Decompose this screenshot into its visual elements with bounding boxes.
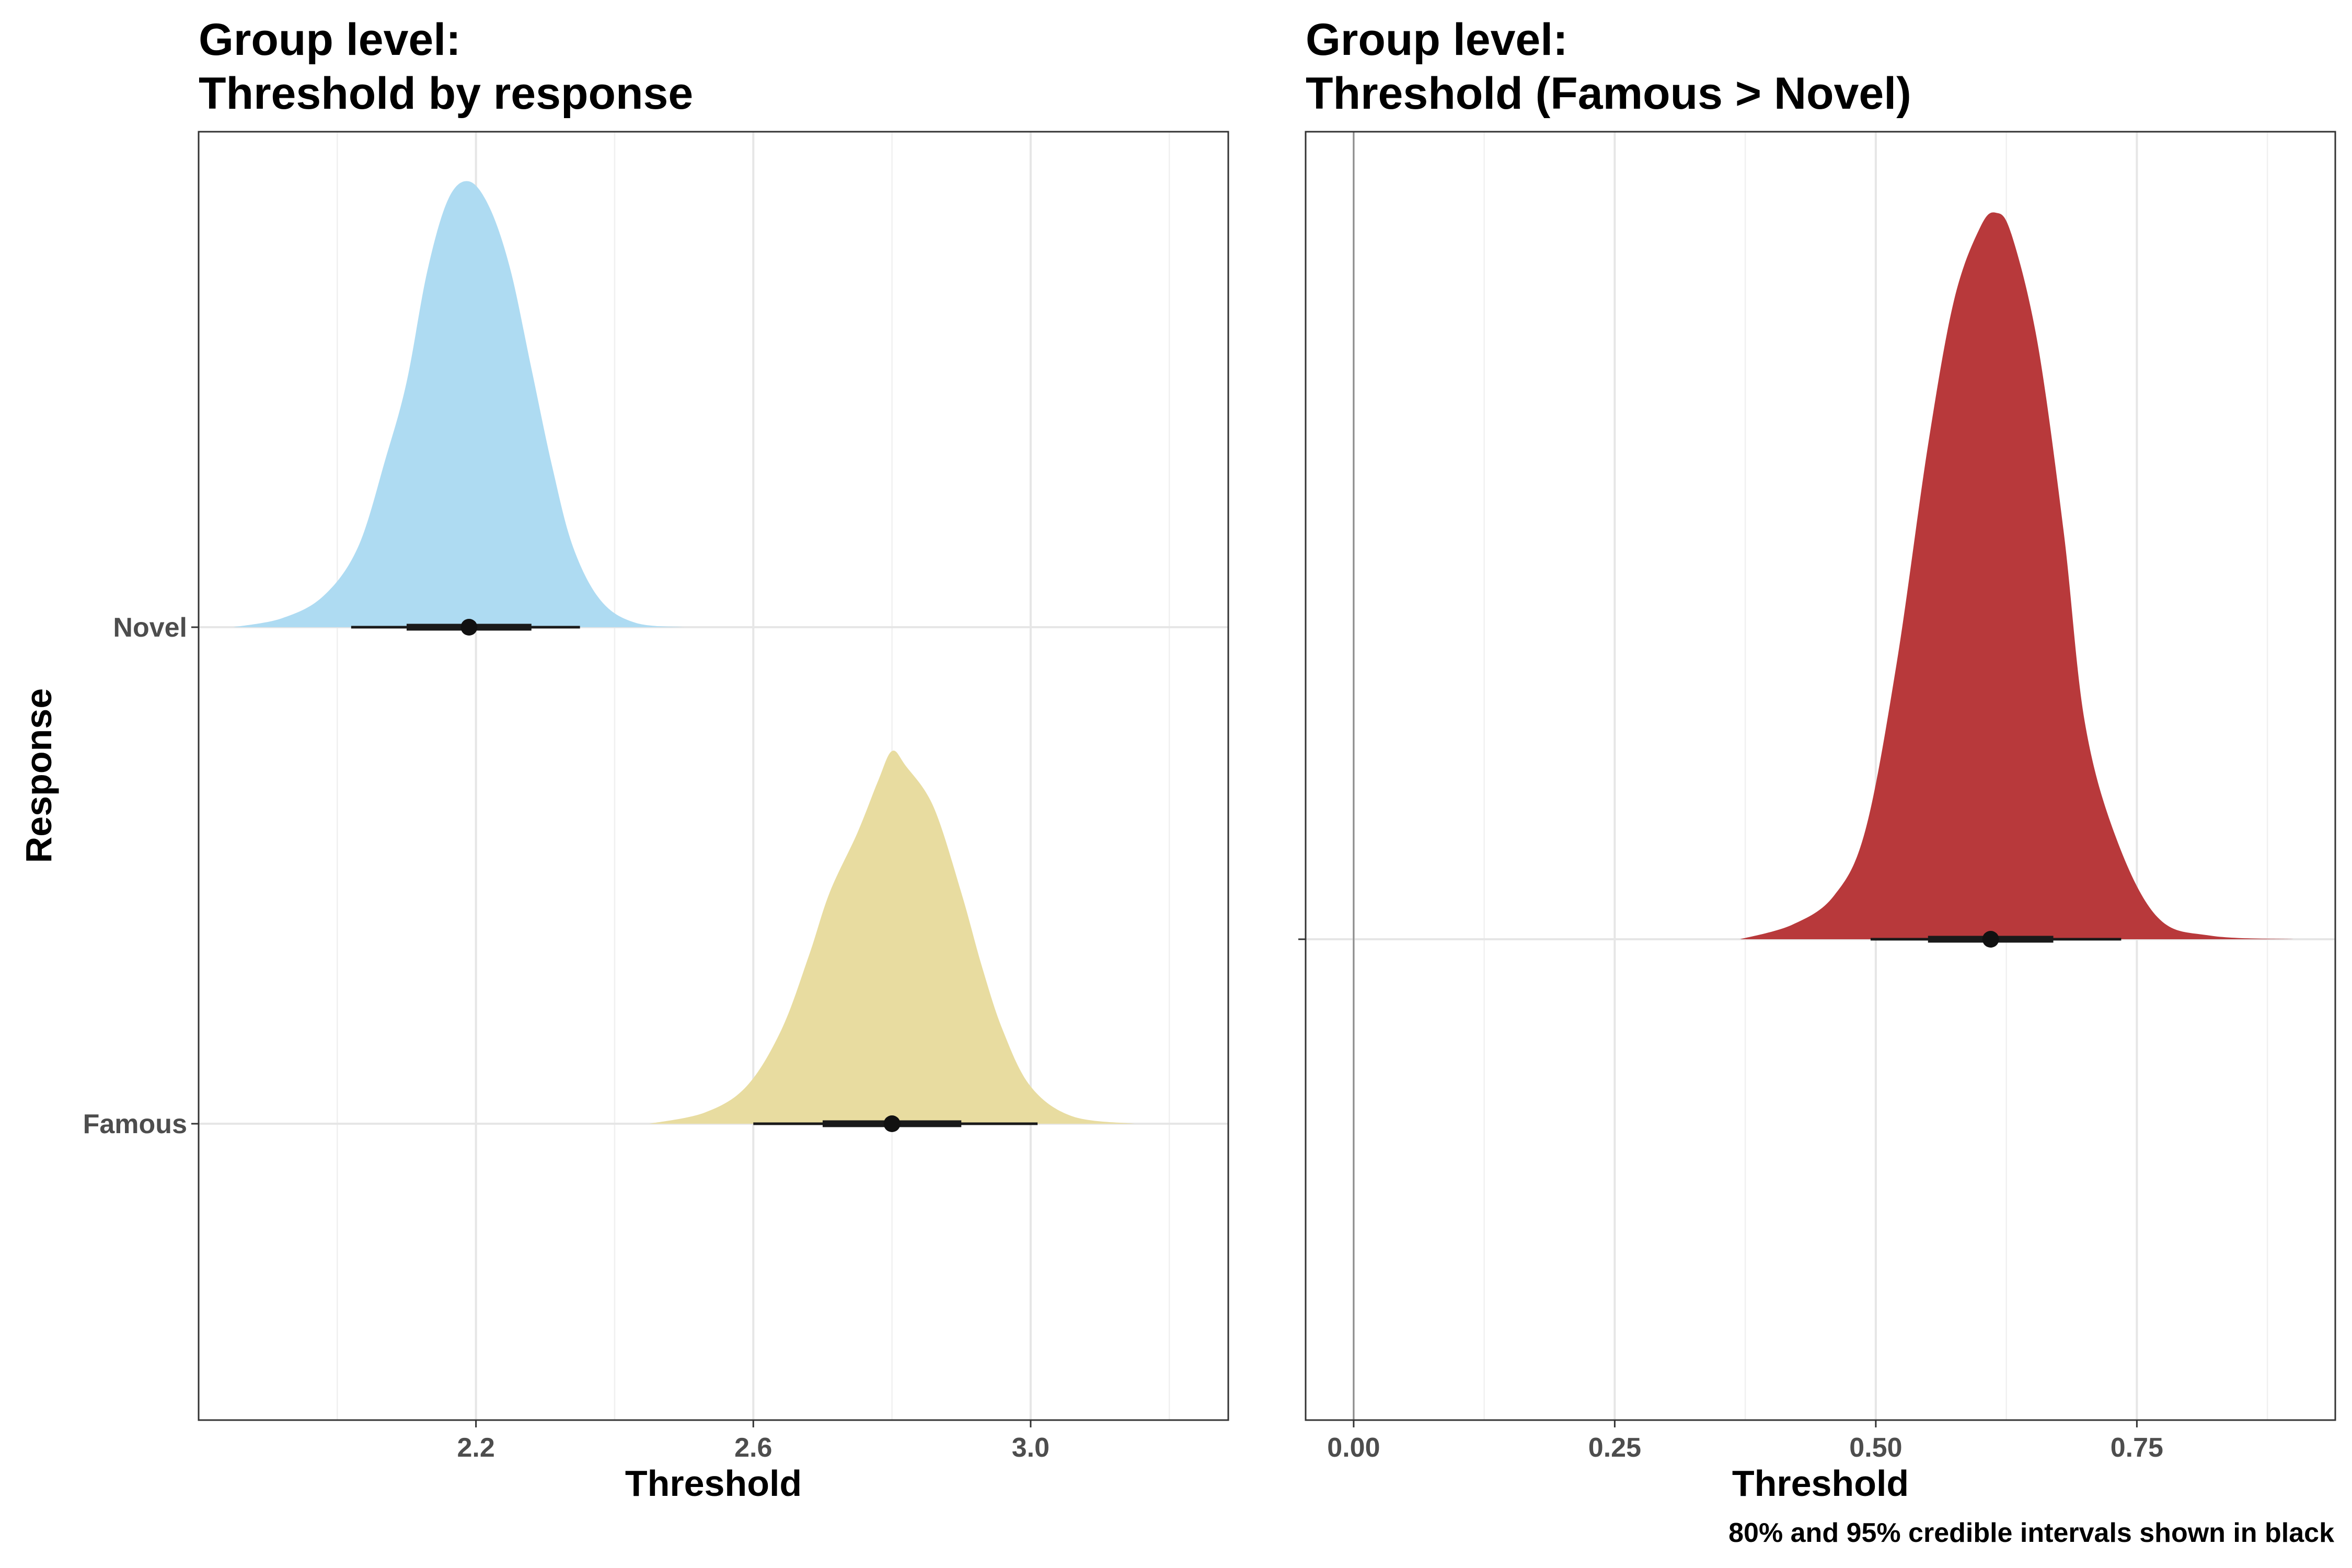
left-y-ticks: Novel Famous bbox=[83, 613, 199, 1139]
right-panel: Group level: Threshold (Famous > Novel) … bbox=[1298, 15, 2336, 1504]
left-title-line-2: Threshold by response bbox=[199, 68, 693, 119]
x-tick-label: 0.00 bbox=[1327, 1433, 1380, 1463]
x-tick-label: 0.25 bbox=[1588, 1433, 1641, 1463]
x-tick-label: 2.6 bbox=[734, 1433, 772, 1463]
left-panel-border bbox=[198, 131, 1229, 1421]
left-x-axis-title: Threshold bbox=[625, 1463, 802, 1504]
density-difference bbox=[1740, 212, 2294, 939]
x-tick-label: 2.2 bbox=[457, 1433, 494, 1463]
y-tick-label-famous: Famous bbox=[83, 1109, 187, 1139]
median-point-difference bbox=[1982, 931, 1999, 948]
right-panel-border bbox=[1305, 131, 2336, 1421]
median-point-novel bbox=[460, 619, 478, 636]
y-tick-label-novel: Novel bbox=[113, 613, 187, 643]
density-famous bbox=[649, 751, 1135, 1124]
caption: 80% and 95% credible intervals shown in … bbox=[1728, 1518, 2334, 1548]
left-densities bbox=[233, 181, 1135, 1124]
density-novel bbox=[233, 181, 684, 628]
x-tick-label: 3.0 bbox=[1012, 1433, 1050, 1463]
x-tick-label: 0.75 bbox=[2111, 1433, 2163, 1463]
x-tick-label: 0.50 bbox=[1849, 1433, 1902, 1463]
left-x-ticks: 2.2 2.6 3.0 bbox=[457, 1420, 1050, 1463]
right-densities bbox=[1740, 212, 2294, 939]
right-x-ticks: 0.00 0.25 0.50 0.75 bbox=[1327, 1420, 2163, 1463]
right-title-line-1: Group level: bbox=[1306, 15, 1568, 65]
right-title-line-2: Threshold (Famous > Novel) bbox=[1306, 68, 1911, 119]
median-point-famous bbox=[883, 1115, 901, 1132]
left-panel: Group level: Threshold by response 2.2 2.… bbox=[18, 15, 1229, 1504]
right-intervals bbox=[1870, 931, 2122, 948]
y-axis-title: Response bbox=[18, 688, 59, 863]
left-intervals bbox=[351, 619, 1038, 1132]
right-x-axis-title: Threshold bbox=[1732, 1463, 1909, 1504]
left-title-line-1: Group level: bbox=[199, 15, 461, 65]
